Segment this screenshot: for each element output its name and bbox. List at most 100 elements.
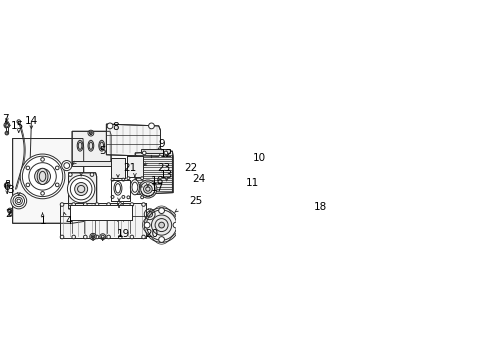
Text: 5: 5 [99,146,106,156]
Circle shape [11,193,27,209]
Polygon shape [60,203,146,238]
Text: 22: 22 [183,163,197,174]
Circle shape [107,123,113,129]
Circle shape [95,203,99,206]
Circle shape [5,131,9,135]
Circle shape [17,120,20,123]
Text: 12: 12 [160,149,173,159]
Text: 11: 11 [245,178,259,188]
Circle shape [55,166,59,170]
Bar [111,180,130,201]
Circle shape [148,123,154,129]
Circle shape [106,203,110,206]
Polygon shape [13,139,83,223]
Polygon shape [135,151,173,194]
Circle shape [60,235,64,239]
Bar [72,161,111,166]
Polygon shape [106,124,160,157]
Ellipse shape [114,181,122,195]
Circle shape [144,222,150,228]
Ellipse shape [37,168,48,185]
Circle shape [122,178,124,181]
Bar [70,205,131,220]
Bar [111,180,130,201]
Circle shape [26,183,30,187]
Circle shape [41,158,44,161]
Bar [111,158,124,178]
Text: 3: 3 [7,185,13,195]
Circle shape [83,235,87,239]
Circle shape [111,195,114,198]
Text: 4: 4 [65,216,72,226]
Text: 10: 10 [253,153,265,163]
Ellipse shape [88,140,94,151]
Circle shape [90,233,96,240]
Circle shape [68,173,72,176]
Circle shape [127,196,130,199]
Circle shape [75,183,87,195]
Circle shape [90,205,94,209]
Circle shape [7,208,13,213]
Text: 16: 16 [151,176,164,186]
Bar [127,156,143,177]
Circle shape [159,222,164,228]
Circle shape [92,236,94,237]
Text: 15: 15 [11,121,24,131]
Circle shape [159,208,164,213]
Circle shape [72,235,75,239]
Circle shape [111,178,114,181]
Bar [141,149,169,153]
Circle shape [141,196,143,199]
Circle shape [173,222,179,228]
Circle shape [26,166,30,170]
Text: 25: 25 [188,195,202,206]
Text: 8: 8 [112,122,119,132]
Circle shape [142,203,145,206]
Text: 2: 2 [6,209,12,219]
Ellipse shape [77,140,83,151]
Bar [6,127,8,133]
Circle shape [35,168,50,184]
Circle shape [95,235,99,239]
Circle shape [4,122,10,128]
Circle shape [88,130,94,136]
Bar [9,212,12,215]
Bar [6,180,9,182]
Circle shape [130,235,133,239]
Circle shape [60,203,64,206]
Text: 1: 1 [40,216,46,226]
Text: 19: 19 [117,229,130,239]
Circle shape [127,177,130,180]
Circle shape [142,235,145,239]
Circle shape [72,203,75,206]
Bar [127,156,143,177]
Circle shape [130,203,133,206]
Circle shape [61,161,72,171]
Text: 21: 21 [123,163,136,174]
Text: 17: 17 [151,183,164,193]
Circle shape [20,154,65,199]
Circle shape [122,195,124,198]
Circle shape [118,235,122,239]
Circle shape [159,237,164,242]
Circle shape [118,203,122,206]
Text: 13: 13 [160,170,173,180]
Text: 24: 24 [192,174,205,184]
Circle shape [142,151,146,155]
Circle shape [41,192,44,195]
Ellipse shape [99,140,104,151]
Circle shape [141,177,143,180]
Ellipse shape [130,180,139,195]
Circle shape [90,173,94,176]
Text: 20: 20 [144,229,158,239]
Text: 9: 9 [158,139,164,149]
Circle shape [106,235,110,239]
Text: 6: 6 [3,182,10,192]
Text: 18: 18 [313,202,326,212]
Polygon shape [72,131,111,166]
Bar [70,205,131,220]
Circle shape [151,215,171,235]
Circle shape [55,183,59,187]
Circle shape [67,175,95,203]
Bar [111,158,124,178]
